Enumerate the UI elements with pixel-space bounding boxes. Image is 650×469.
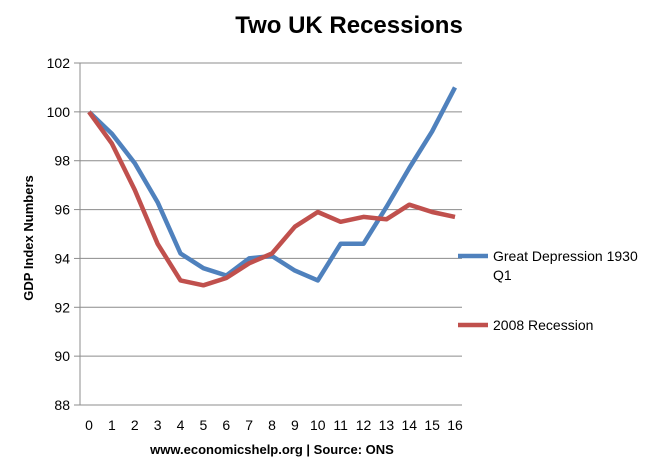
legend-label-2: 2008 Recession xyxy=(493,317,593,333)
x-tick-label: 9 xyxy=(291,417,299,433)
y-tick-label: 92 xyxy=(54,299,70,315)
y-tick-label: 98 xyxy=(54,153,70,169)
x-tick-label: 15 xyxy=(424,417,440,433)
x-tick-label: 5 xyxy=(199,417,207,433)
x-tick-label: 11 xyxy=(333,417,348,433)
chart-title: Two UK Recessions xyxy=(235,12,463,39)
x-tick-label: 10 xyxy=(310,417,326,433)
y-tick-label: 94 xyxy=(54,250,70,266)
grid-layer xyxy=(80,62,462,406)
x-tick-label: 4 xyxy=(177,417,185,433)
y-axis-label: GDP Index Numbers xyxy=(21,175,36,300)
x-tick-label: 3 xyxy=(154,417,162,433)
legend-label-1: Q1 xyxy=(493,267,512,283)
x-tick-label: 6 xyxy=(222,417,230,433)
x-tick-label: 12 xyxy=(356,417,372,433)
y-tick-label: 90 xyxy=(54,348,70,364)
y-tick-label: 88 xyxy=(54,397,70,413)
x-tick-label: 2 xyxy=(131,417,139,433)
y-tick-label: 100 xyxy=(47,104,71,120)
y-tick-label: 102 xyxy=(47,55,71,71)
x-tick-label: 8 xyxy=(268,417,276,433)
x-tick-label: 14 xyxy=(401,417,417,433)
series-layer xyxy=(87,86,457,288)
legend-label-1: Great Depression 1930 xyxy=(493,248,638,264)
x-axis-label: www.economicshelp.org | Source: ONS xyxy=(149,442,394,457)
x-tick-label: 13 xyxy=(379,417,395,433)
x-tick-label: 16 xyxy=(447,417,463,433)
x-tick-label: 0 xyxy=(85,417,93,433)
series-line-2 xyxy=(87,110,456,288)
x-tick-label: 7 xyxy=(245,417,253,433)
series-line-1 xyxy=(87,86,457,283)
legend: Great Depression 1930 Q1 2008 Recession xyxy=(458,248,638,333)
y-tick-label: 96 xyxy=(54,202,70,218)
x-tick-label: 1 xyxy=(108,417,116,433)
